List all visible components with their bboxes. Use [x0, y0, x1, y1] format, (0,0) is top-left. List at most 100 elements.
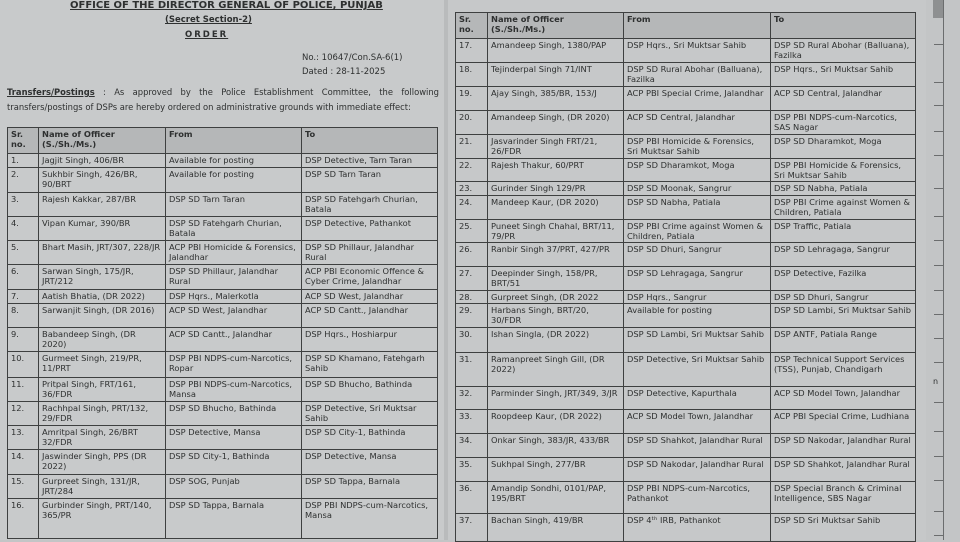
cell-from: DSP PBI NDPS-cum-Narcotics, Pathankot [623, 481, 771, 514]
cell-name: Babandeep Singh, (DR 2020) [38, 327, 166, 352]
cell-from: DSP SD Rural Abohar (Balluana), Fazilka [623, 62, 771, 87]
cell-name: Sarwanjit Singh, (DR 2016) [38, 303, 166, 328]
table-row: 16. Gurbinder Singh, PRT/140, 365/PR DSP S… [7, 498, 438, 539]
cell-from: DSP 4ᵗʰ IRB, Pathankot [623, 513, 771, 542]
table-row: 3. Rajesh Kakkar, 287/BR DSP SD Tarn Taran… [7, 192, 438, 217]
cell-name: Jaswinder Singh, PPS (DR 2022) [38, 449, 166, 475]
table-row: 28. Gurpreet Singh, (DR 2022 DSP Hqrs., Sa… [455, 290, 916, 304]
next-page-border [943, 0, 944, 540]
cell-from: ACP SD West, Jalandhar [165, 303, 302, 328]
intro-text: : As approved by the Police Establishmen… [7, 87, 439, 112]
cell-from: DSP SD Moonak, Sangrur [623, 181, 771, 196]
order-title: ORDER [185, 30, 229, 40]
cell-from: Available for posting [165, 167, 302, 193]
cell-name: Gurbinder Singh, PRT/140, 365/PR [38, 498, 166, 539]
cell-name: Ishan Singla, (DR 2022) [487, 327, 624, 353]
cell-from: DSP Detective, Kapurthala [623, 386, 771, 410]
cell-name: Mandeep Kaur, (DR 2020) [487, 195, 624, 220]
table-row: 20. Amandeep Singh, (DR 2020) ACP SD Centr… [455, 110, 916, 135]
cell-name: Gurpreet Singh, (DR 2022 [487, 290, 624, 304]
cell-to: DSP SD Nakodar, Jalandhar Rural [770, 433, 916, 458]
cell-name: Rajesh Thakur, 60/PRT [487, 158, 624, 182]
cell-to: DSP SD Sri Muktsar Sahib [770, 513, 916, 542]
cell-name: Sukhbir Singh, 426/BR, 90/BRT [38, 167, 166, 193]
cell-name: Gurinder Singh 129/PR [487, 181, 624, 196]
cell-to: DSP PBI NDPS-cum-Narcotics, SAS Nagar [770, 110, 916, 135]
cell-to: DSP SD Tarn Taran [301, 167, 438, 193]
cell-name: Tejinderpal Singh 71/INT [487, 62, 624, 87]
cell-to: DSP SD Nabha, Patiala [770, 181, 916, 196]
cell-sr: 30. [455, 327, 488, 353]
table-row: 13. Amritpal Singh, 26/BRT 32/FDR DSP Dete… [7, 425, 438, 450]
cell-sr: 7. [7, 289, 39, 304]
cell-from: DSP PBI Homicide & Forensics, Sri Muktsa… [623, 134, 771, 159]
cell-sr: 32. [455, 386, 488, 410]
order-date: Dated : 28-11-2025 [302, 67, 386, 77]
cell-sr: 25. [455, 219, 488, 243]
transfers-table-part-1: Sr. no. Name of Officer (S./Sh./Ms.) Fro… [7, 127, 438, 539]
cell-from: DSP Hqrs., Malerkotla [165, 289, 302, 304]
cell-name: Rachhpal Singh, PRT/132, 29/FDR [38, 401, 166, 426]
cell-from: ACP PBI Homicide & Forensics, Jalandhar [165, 240, 302, 265]
cell-name: Puneet Singh Chahal, BRT/11, 79/PR [487, 219, 624, 243]
cell-to: DSP SD Lehragaga, Sangrur [770, 242, 916, 267]
cell-to: DSP Detective, Mansa [301, 449, 438, 475]
cell-to: DSP PBI Homicide & Forensics, Sri Muktsa… [770, 158, 916, 182]
cell-sr: 22. [455, 158, 488, 182]
margin-text: n [933, 377, 939, 386]
cell-sr: 19. [455, 86, 488, 111]
cell-name: Harbans Singh, BRT/20, 30/FDR [487, 303, 624, 328]
cell-sr: 29. [455, 303, 488, 328]
cell-to: DSP SD Shahkot, Jalandhar Rural [770, 457, 916, 482]
cell-sr: 37. [455, 513, 488, 542]
cell-name: Parminder Singh, JRT/349, 3/JR [487, 386, 624, 410]
cell-from: DSP SD Nabha, Patiala [623, 195, 771, 220]
order-number: No.: 10647/Con.SA-6(1) [302, 53, 403, 63]
cell-to: DSP Special Branch & Criminal Intelligen… [770, 481, 916, 514]
cell-to: ACP SD Cantt., Jalandhar [301, 303, 438, 328]
cell-to: DSP SD Bhucho, Bathinda [301, 377, 438, 402]
cell-name: Bhart Masih, JRT/307, 228/JR [38, 240, 166, 265]
cell-to: DSP Detective, Sri Muktsar Sahib [301, 401, 438, 426]
margin-tick [934, 456, 943, 457]
cell-name: Onkar Singh, 383/JR, 433/BR [487, 433, 624, 458]
cell-sr: 2. [7, 167, 39, 193]
cell-to: DSP Detective, Fazilka [770, 266, 916, 291]
section-title: (Secret Section-2) [165, 15, 252, 25]
cell-sr: 16. [7, 498, 39, 539]
cell-name: Jagjit Singh, 406/BR [38, 153, 166, 168]
cell-from: DSP SD Tarn Taran [165, 192, 302, 217]
margin-tick [934, 240, 943, 241]
col-sr: Sr. no. [455, 12, 488, 39]
table-row: 37. Bachan Singh, 419/BR DSP 4ᵗʰ IRB, Path… [455, 513, 916, 542]
cell-sr: 24. [455, 195, 488, 220]
cell-sr: 31. [455, 352, 488, 387]
table-row: 8. Sarwanjit Singh, (DR 2016) ACP SD West,… [7, 303, 438, 328]
margin-tick [934, 105, 943, 106]
cell-from: DSP SD Lambi, Sri Muktsar Sahib [623, 327, 771, 353]
cell-name: Sukhpal Singh, 277/BR [487, 457, 624, 482]
table-row: 36. Amandip Sondhi, 0101/PAP, 195/BRT DSP … [455, 481, 916, 514]
margin-tick [934, 265, 943, 266]
margin-tick [934, 155, 943, 156]
cell-name: Ajay Singh, 385/BR, 153/J [487, 86, 624, 111]
cell-from: DSP SD Tappa, Barnala [165, 498, 302, 539]
cell-from: DSP SD Phillaur, Jalandhar Rural [165, 264, 302, 290]
cell-from: ACP SD Model Town, Jalandhar [623, 409, 771, 434]
table-row: 5. Bhart Masih, JRT/307, 228/JR ACP PBI Ho… [7, 240, 438, 265]
cell-name: Amandeep Singh, 1380/PAP [487, 38, 624, 63]
cell-name: Gurmeet Singh, 219/PR, 11/PRT [38, 351, 166, 378]
cell-to: DSP SD Tappa, Barnala [301, 474, 438, 499]
cell-to: DSP SD Fatehgarh Churian, Batala [301, 192, 438, 217]
cell-name: Roopdeep Kaur, (DR 2022) [487, 409, 624, 434]
transfers-table-part-2: Sr. no. Name of Officer (S./Sh./Ms.) Fro… [455, 12, 916, 542]
cell-sr: 23. [455, 181, 488, 196]
cell-sr: 17. [455, 38, 488, 63]
cell-sr: 18. [455, 62, 488, 87]
cell-sr: 14. [7, 449, 39, 475]
cell-name: Aatish Bhatia, (DR 2022) [38, 289, 166, 304]
cell-name: Gurpreet Singh, 131/JR, JRT/284 [38, 474, 166, 499]
table-row: 11. Pritpal Singh, FRT/161, 36/FDR DSP PBI… [7, 377, 438, 402]
cell-to: DSP Detective, Pathankot [301, 216, 438, 241]
cell-name: Jasvarinder Singh FRT/21, 26/FDR [487, 134, 624, 159]
